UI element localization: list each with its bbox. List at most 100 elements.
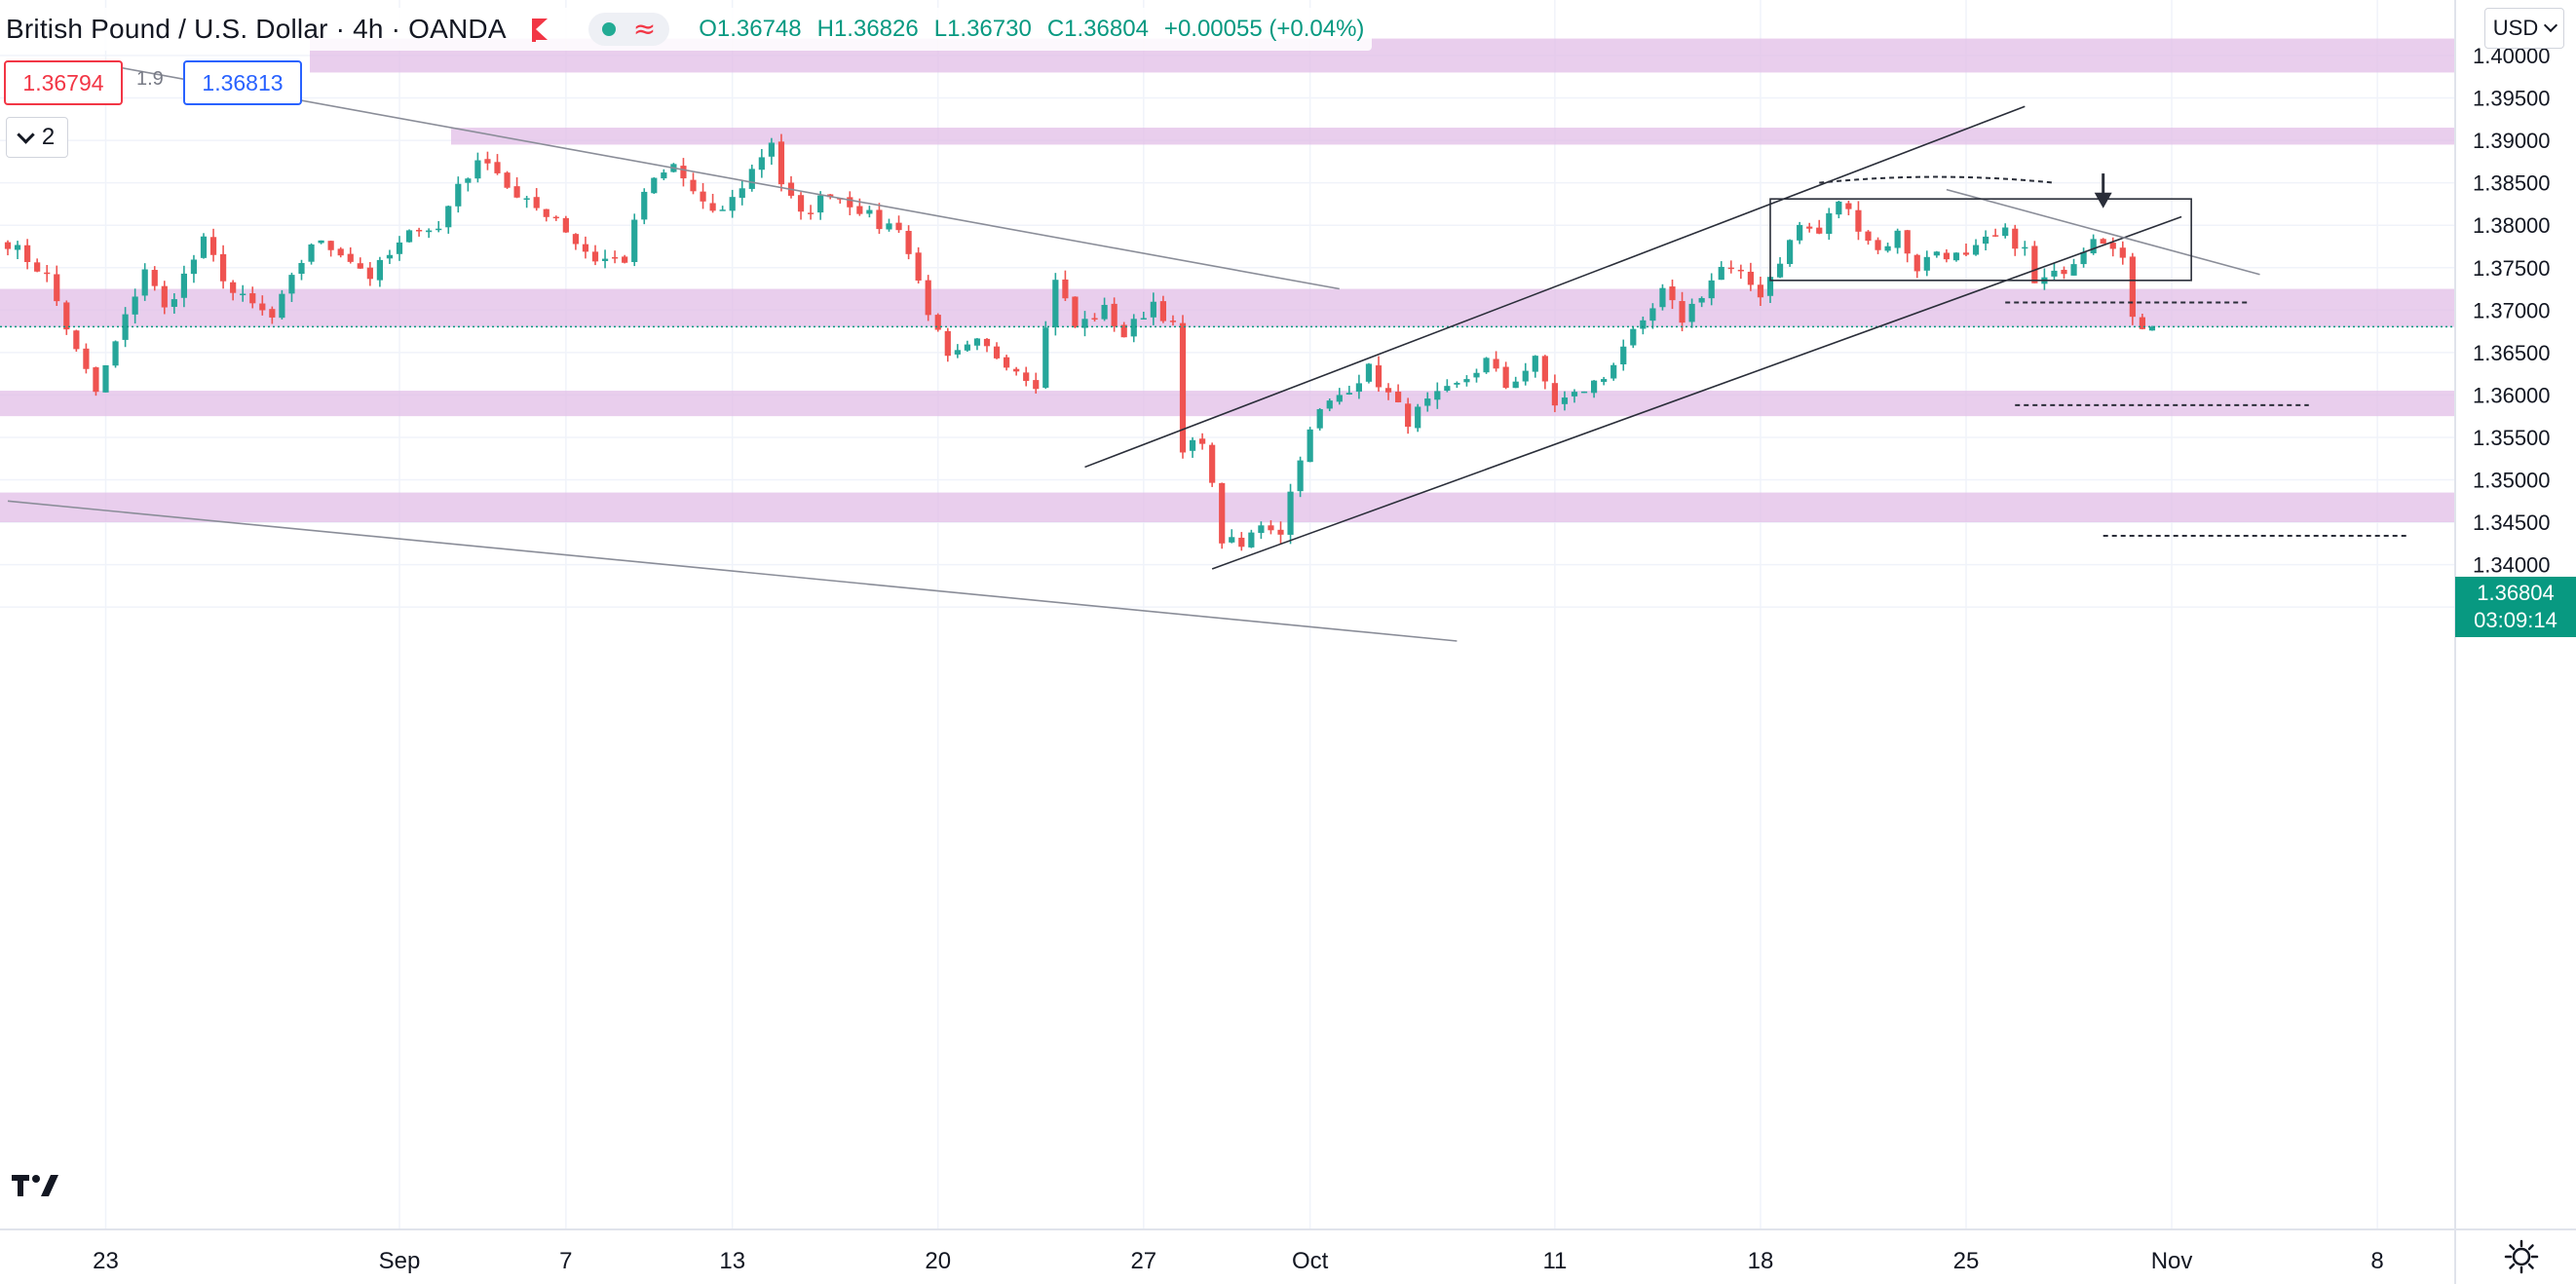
- candle-body: [405, 230, 413, 243]
- candle-body: [1219, 482, 1226, 544]
- time-tick-label: Sep: [379, 1248, 421, 1274]
- candlesticks: [4, 133, 2156, 551]
- candle-body: [318, 240, 324, 244]
- candle-body: [905, 231, 912, 254]
- candle-body: [1130, 319, 1137, 337]
- candle-body: [944, 330, 951, 357]
- candle-body: [1972, 245, 1980, 255]
- candle-body: [170, 299, 177, 307]
- candle-body: [180, 273, 187, 298]
- candle-body: [1169, 321, 1177, 322]
- time-tick-label: 23: [93, 1248, 119, 1274]
- candle-body: [1258, 525, 1265, 534]
- trendline: [1084, 105, 2026, 469]
- time-tick-label: 11: [1542, 1248, 1567, 1274]
- candle-body: [24, 245, 31, 262]
- candle-body: [426, 230, 433, 233]
- candle-body: [1591, 380, 1598, 394]
- candle-body: [1307, 429, 1313, 463]
- candle-body: [2129, 256, 2136, 318]
- candle-body: [1952, 252, 1960, 261]
- candle-body: [543, 208, 549, 217]
- currency-selector[interactable]: USD: [2484, 8, 2564, 49]
- candle-body: [983, 338, 991, 347]
- time-tick-label: 7: [559, 1248, 572, 1274]
- candle-body: [1865, 231, 1872, 242]
- candle-body: [1522, 370, 1529, 382]
- candle-body: [102, 364, 109, 393]
- candle-body: [1248, 532, 1255, 548]
- price-tick-label: 1.38000: [2473, 213, 2551, 238]
- candle-body: [562, 217, 569, 233]
- sell-price-button[interactable]: 1.36794: [4, 60, 123, 105]
- candle-body: [1913, 254, 1920, 272]
- candle-body: [1816, 227, 1823, 234]
- candle-body: [856, 206, 863, 214]
- candle-body: [347, 253, 354, 262]
- candle-body: [1405, 403, 1412, 427]
- candle-body: [269, 309, 276, 318]
- candle-body: [572, 234, 579, 245]
- candle-body: [1268, 525, 1274, 531]
- price-tick-label: 1.35500: [2473, 426, 2551, 450]
- candle-body: [279, 293, 285, 319]
- candle-body: [2070, 264, 2077, 276]
- candle-body: [1355, 383, 1362, 393]
- candle-body: [122, 314, 129, 340]
- candle-body: [1159, 301, 1166, 321]
- price-tick-label: 1.36000: [2473, 383, 2551, 407]
- candle-body: [1277, 529, 1284, 535]
- price-tick-label: 1.34000: [2473, 553, 2551, 578]
- buy-price-button[interactable]: 1.36813: [183, 60, 302, 105]
- market-status-pill[interactable]: ≈: [587, 13, 670, 46]
- candle-body: [709, 203, 716, 211]
- bar-countdown: 03:09:14: [2474, 608, 2557, 632]
- tradingview-logo-icon[interactable]: [10, 1167, 62, 1206]
- indicators-count: 2: [41, 124, 56, 150]
- price-tick-label: 1.39500: [2473, 87, 2551, 111]
- candle-body: [513, 186, 520, 198]
- candle-body: [396, 242, 403, 254]
- candle-body: [2139, 317, 2145, 329]
- candle-body: [1561, 397, 1569, 404]
- candle-body: [1081, 319, 1088, 328]
- trendline: [1211, 215, 2182, 570]
- candle-body: [1345, 393, 1352, 395]
- resistance-line: [1946, 188, 2260, 276]
- candle-body: [1551, 383, 1558, 406]
- market-open-dot-icon: [601, 22, 616, 36]
- candle-body: [915, 252, 922, 281]
- candle-body: [1933, 251, 1940, 256]
- flag-icon[interactable]: [530, 19, 555, 42]
- candle-body: [366, 267, 373, 280]
- indicators-toggle-button[interactable]: 2: [6, 117, 68, 158]
- candle-body: [1111, 303, 1118, 327]
- candle-body: [2100, 239, 2106, 245]
- candle-body: [876, 209, 883, 230]
- candle-body: [1101, 304, 1108, 320]
- candle-body: [1316, 409, 1323, 429]
- candle-body: [54, 274, 60, 302]
- zone-band: [451, 128, 2455, 145]
- candle-body: [1747, 271, 1754, 285]
- candle-body: [808, 212, 814, 214]
- wave-icon: ≈: [632, 13, 657, 45]
- candle-body: [1708, 280, 1715, 299]
- candle-body: [1120, 324, 1127, 338]
- candle-body: [1541, 356, 1548, 382]
- rounded-top-arc: [1819, 175, 2055, 184]
- symbol-title[interactable]: British Pound / U.S. Dollar · 4h · OANDA: [6, 14, 507, 44]
- candle-body: [591, 251, 599, 262]
- candle-body: [1502, 366, 1509, 389]
- candle-body: [1620, 346, 1627, 365]
- gear-icon[interactable]: [2504, 1239, 2539, 1274]
- price-tick-label: 1.36500: [2473, 341, 2551, 365]
- candle-body: [1532, 356, 1538, 372]
- candle-body: [768, 142, 775, 157]
- candle-body: [1140, 318, 1147, 321]
- candle-body: [1776, 263, 1784, 278]
- candle-body: [1199, 438, 1206, 444]
- candle-body: [1659, 287, 1666, 308]
- candle-body: [455, 183, 462, 207]
